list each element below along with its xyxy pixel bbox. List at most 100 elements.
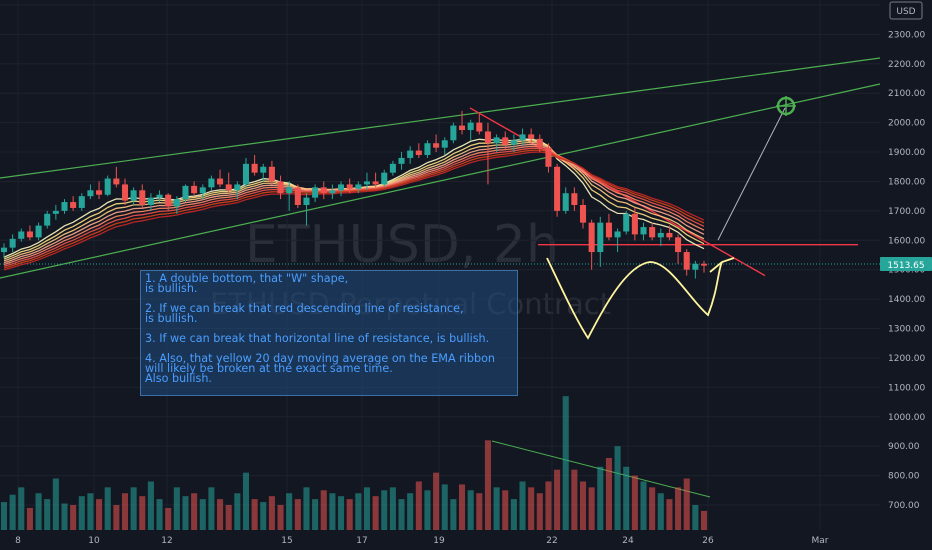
volume-bar (199, 499, 206, 530)
volume-bar (173, 487, 180, 530)
volume-bar (536, 493, 543, 530)
candle-body (121, 184, 129, 201)
time-axis[interactable]: 8 10 12 15 17 19 22 24 26 Mar (15, 536, 829, 546)
volume-bar (355, 493, 362, 530)
annotation-note[interactable]: 1. A double bottom, that "W" shape, is b… (140, 270, 518, 396)
volume-bar (52, 478, 59, 530)
volume-bar (476, 493, 483, 530)
volume-bar (338, 496, 345, 530)
volume-bars (0, 396, 708, 530)
time-tick-label: 24 (622, 536, 634, 546)
volume-bar (26, 507, 33, 530)
candle-body (459, 125, 466, 130)
candle-body (398, 157, 405, 164)
time-tick-label: 19 (433, 536, 445, 546)
currency-badge[interactable] (889, 1, 923, 20)
candle-body (355, 184, 362, 189)
volume-bar (484, 440, 491, 530)
volume-bar (78, 496, 85, 530)
candle-body (251, 163, 258, 173)
volume-bar (415, 481, 422, 530)
candle-body (242, 163, 249, 185)
volume-bar (294, 499, 301, 530)
volume-bar (493, 487, 500, 530)
time-tick-label: 15 (281, 536, 292, 546)
volume-bar (389, 487, 396, 530)
volume-bar (528, 487, 535, 530)
candle-body (9, 238, 16, 248)
price-tick-label: 1100.00 (888, 383, 925, 393)
candle-body (277, 181, 284, 194)
candle-body (571, 193, 578, 205)
volume-bar (398, 499, 405, 530)
volume-bar (640, 481, 647, 530)
volume-bar (121, 493, 129, 530)
volume-bar (44, 499, 51, 530)
channel-lower-line (0, 83, 881, 279)
candle-body (510, 140, 517, 145)
volume-bar (225, 505, 232, 530)
candle-body (605, 222, 612, 238)
candle-body (320, 187, 327, 194)
price-tick-label: 1700.00 (888, 207, 925, 217)
volume-bar (502, 490, 509, 530)
drawings[interactable] (546, 96, 796, 340)
last-price-value: 1513.65 (887, 261, 924, 271)
candle-body (649, 227, 656, 238)
volume-bar (554, 469, 561, 530)
volume-bar (113, 505, 120, 530)
candle-body (675, 237, 682, 253)
volume-bar (605, 457, 612, 530)
candle-body (363, 181, 370, 185)
volume-bar (675, 487, 682, 530)
candle-body (554, 166, 561, 211)
volume-bar (450, 499, 457, 530)
symbol-watermark: ETHUSD, 2h (245, 215, 559, 275)
projection-line (717, 107, 786, 241)
channel-upper-line (0, 57, 881, 179)
candle-body (346, 184, 353, 189)
candle-body (294, 187, 301, 205)
volume-bar (666, 499, 673, 530)
candle-body (61, 202, 68, 211)
candle-body (692, 263, 699, 270)
volume-bar (545, 481, 552, 530)
price-tick-label: 900.00 (888, 442, 920, 452)
candle-body (588, 222, 595, 253)
candle-body (26, 231, 33, 238)
candle-body (467, 122, 474, 130)
volume-bar (562, 396, 569, 530)
price-tick-label: 1600.00 (888, 236, 925, 246)
time-tick-label: 17 (356, 536, 367, 546)
price-tick-label: 2200.00 (888, 60, 925, 70)
candle-body (407, 150, 414, 158)
candle-body (78, 196, 85, 208)
volume-bar (268, 496, 275, 530)
candles (0, 110, 708, 279)
volume-bar (510, 499, 517, 530)
candle-body (234, 184, 241, 191)
candle-body (191, 185, 198, 194)
price-tick-label: 2000.00 (888, 119, 925, 129)
volume-bar (407, 493, 414, 530)
w-pattern-drawing (546, 257, 723, 340)
volume-bar (303, 487, 310, 530)
candle-body (96, 190, 103, 195)
volume-bar (571, 469, 578, 530)
price-tick-label: 1800.00 (888, 177, 925, 187)
candle-body (381, 172, 388, 185)
trendlines[interactable] (0, 57, 881, 498)
candle-body (156, 194, 163, 198)
volume-bar (657, 493, 664, 530)
volume-bar (424, 490, 431, 530)
volume-bar (467, 490, 474, 530)
candle-body (372, 181, 379, 185)
candle-body (173, 199, 180, 207)
descending-resistance-line (469, 107, 766, 277)
candle-body (502, 137, 509, 145)
candle-body (329, 190, 336, 194)
price-tick-label: 700.00 (888, 501, 920, 511)
volume-bar (139, 496, 146, 530)
volume-bar (182, 496, 189, 530)
volume-bar (18, 487, 25, 530)
